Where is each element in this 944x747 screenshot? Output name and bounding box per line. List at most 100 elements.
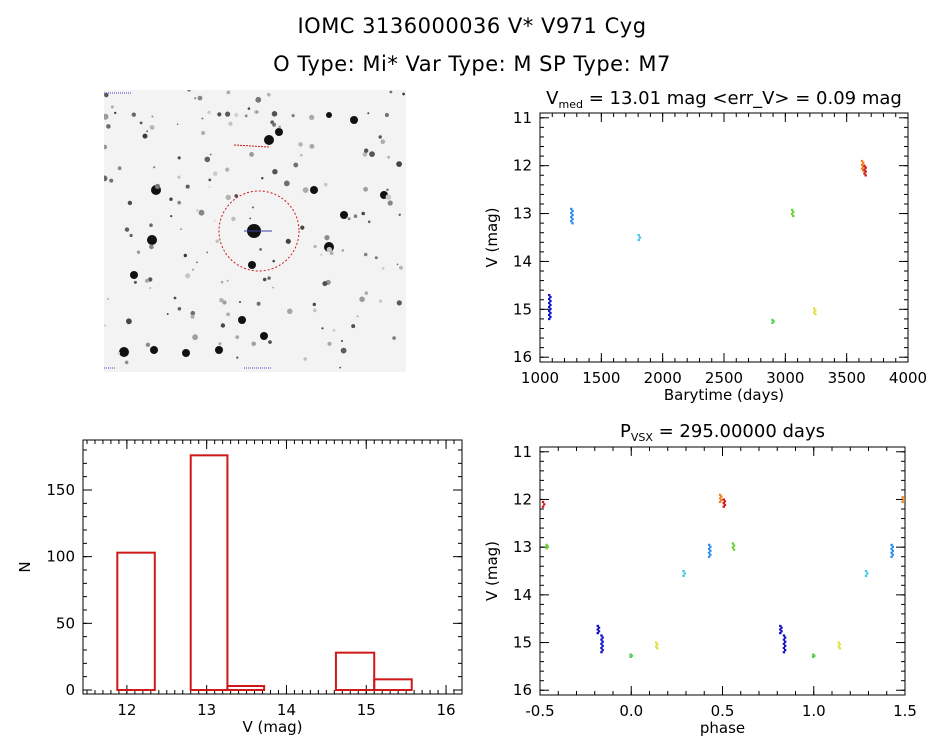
- data-point: [570, 207, 573, 210]
- star: [130, 271, 138, 279]
- data-point: [863, 164, 866, 167]
- star: [256, 301, 261, 306]
- data-point: [709, 553, 712, 556]
- data-point: [683, 572, 686, 575]
- star: [293, 162, 299, 168]
- star: [379, 299, 383, 303]
- data-point: [707, 555, 711, 558]
- data-point: [549, 311, 552, 315]
- x-tick-label: 14: [277, 701, 296, 719]
- star: [364, 291, 368, 295]
- data-point: [596, 624, 599, 628]
- data-point: [731, 546, 735, 549]
- data-point: [656, 647, 659, 650]
- star: [220, 280, 224, 284]
- star: [124, 227, 130, 232]
- star: [177, 175, 181, 179]
- star: [231, 216, 236, 222]
- x-tick-label: 13: [197, 701, 216, 719]
- data-point: [790, 208, 794, 211]
- data-point: [546, 545, 550, 548]
- star: [169, 197, 173, 201]
- x-tick-label: 15: [357, 701, 376, 719]
- star: [109, 178, 114, 183]
- star: [180, 228, 182, 231]
- star: [213, 219, 216, 222]
- star: [341, 249, 344, 252]
- star: [177, 200, 182, 205]
- star: [238, 316, 246, 324]
- star: [332, 328, 336, 332]
- data-point: [707, 543, 711, 546]
- data-point: [596, 628, 599, 631]
- star: [381, 267, 385, 270]
- data-point: [890, 551, 893, 554]
- star: [139, 121, 143, 125]
- star: [291, 114, 295, 118]
- data-point: [780, 626, 783, 629]
- data-point: [862, 161, 865, 164]
- data-point: [837, 645, 840, 648]
- data-point: [811, 655, 815, 659]
- star: [208, 186, 211, 188]
- data-point: [571, 218, 574, 221]
- star: [192, 268, 195, 271]
- data-point: [601, 648, 604, 652]
- data-point: [863, 172, 866, 175]
- star: [235, 335, 240, 339]
- star: [190, 314, 195, 319]
- plot-frame: [539, 112, 909, 363]
- star: [340, 211, 348, 219]
- data-point: [655, 641, 658, 644]
- data-point: [731, 542, 735, 545]
- data-point: [814, 313, 817, 316]
- data-point: [891, 553, 895, 556]
- star: [353, 214, 358, 218]
- star: [149, 287, 152, 289]
- y-tick-label: 12: [513, 157, 532, 175]
- star: [131, 112, 136, 117]
- star: [215, 346, 223, 354]
- data-point: [779, 624, 782, 628]
- star: [176, 123, 179, 125]
- y-tick-label: 15: [513, 634, 532, 652]
- star: [173, 296, 177, 300]
- data-point: [890, 555, 893, 558]
- x-tick-label: 2000: [644, 369, 682, 387]
- data-point: [732, 544, 736, 547]
- data-point: [782, 642, 786, 645]
- data-point: [837, 641, 840, 644]
- star: [340, 347, 347, 354]
- star: [196, 209, 199, 212]
- x-tick-label: 3000: [766, 369, 804, 387]
- data-point: [814, 309, 817, 312]
- star: [312, 302, 316, 307]
- histogram-bar: [116, 551, 156, 692]
- data-point: [864, 570, 868, 573]
- star: [151, 115, 154, 118]
- data-point: [862, 169, 865, 172]
- star: [104, 324, 107, 327]
- star: [298, 142, 303, 147]
- y-tick-label: 50: [56, 614, 75, 632]
- star: [268, 340, 272, 344]
- data-point: [548, 301, 551, 305]
- star: [104, 144, 108, 150]
- star: [396, 300, 402, 306]
- star: [362, 152, 368, 157]
- star: [217, 112, 222, 117]
- data-point: [783, 644, 787, 648]
- star: [117, 166, 122, 171]
- y-tick-label: 15: [513, 300, 532, 318]
- star: [222, 300, 227, 305]
- star: [177, 156, 181, 160]
- star: [329, 251, 334, 256]
- y-axis-label: V (mag): [483, 207, 501, 267]
- star: [363, 252, 368, 257]
- y-tick-label: 150: [46, 481, 75, 499]
- data-point: [548, 305, 551, 309]
- star: [261, 177, 264, 180]
- data-point: [864, 170, 867, 173]
- data-point: [709, 549, 712, 552]
- data-point: [782, 638, 786, 641]
